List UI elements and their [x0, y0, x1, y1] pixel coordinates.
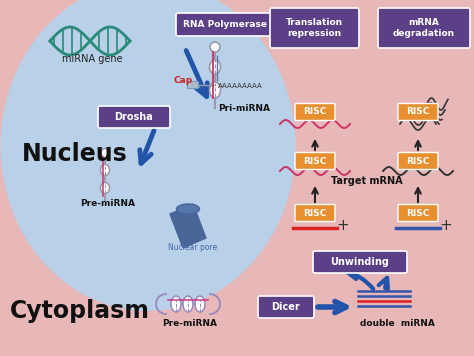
- FancyBboxPatch shape: [188, 82, 199, 89]
- FancyBboxPatch shape: [398, 152, 438, 169]
- Text: RISC: RISC: [303, 209, 327, 218]
- Text: Pre-miRNA: Pre-miRNA: [80, 199, 135, 208]
- Text: Pre-miRNA: Pre-miRNA: [162, 319, 217, 328]
- Text: miRNA gene: miRNA gene: [62, 54, 123, 64]
- Ellipse shape: [176, 204, 200, 214]
- Text: Dicer: Dicer: [272, 302, 301, 312]
- Text: Target mRNA: Target mRNA: [331, 176, 402, 186]
- Ellipse shape: [0, 0, 295, 311]
- Text: Nucleus: Nucleus: [22, 142, 128, 166]
- Ellipse shape: [183, 296, 193, 312]
- Ellipse shape: [195, 296, 205, 312]
- Text: Pri-miRNA: Pri-miRNA: [218, 104, 270, 113]
- FancyBboxPatch shape: [398, 104, 438, 120]
- Text: +: +: [439, 218, 452, 232]
- Ellipse shape: [101, 148, 109, 157]
- Text: RISC: RISC: [406, 108, 430, 116]
- Text: double  miRNA: double miRNA: [360, 319, 435, 328]
- Ellipse shape: [100, 164, 109, 176]
- Text: RISC: RISC: [406, 157, 430, 166]
- Text: Cap: Cap: [174, 76, 193, 85]
- Ellipse shape: [100, 183, 109, 194]
- Text: Cytoplasm: Cytoplasm: [10, 299, 150, 323]
- Text: Unwinding: Unwinding: [330, 257, 390, 267]
- FancyBboxPatch shape: [295, 104, 335, 120]
- Text: RISC: RISC: [303, 157, 327, 166]
- Ellipse shape: [210, 42, 220, 52]
- FancyBboxPatch shape: [176, 13, 275, 36]
- Polygon shape: [170, 204, 206, 248]
- Ellipse shape: [210, 60, 220, 74]
- FancyBboxPatch shape: [258, 296, 314, 318]
- Text: mRNA
degradation: mRNA degradation: [393, 18, 455, 38]
- Text: Nuclear pore: Nuclear pore: [168, 243, 217, 252]
- Text: +: +: [337, 218, 349, 232]
- Text: AAAAAAAAA: AAAAAAAAA: [218, 83, 263, 89]
- FancyBboxPatch shape: [398, 204, 438, 221]
- FancyBboxPatch shape: [270, 8, 359, 48]
- FancyBboxPatch shape: [98, 106, 170, 128]
- FancyBboxPatch shape: [378, 8, 470, 48]
- Text: Drosha: Drosha: [115, 112, 154, 122]
- Ellipse shape: [210, 82, 220, 98]
- Ellipse shape: [171, 296, 181, 312]
- Text: RNA Polymerase: RNA Polymerase: [183, 20, 267, 29]
- Text: RISC: RISC: [406, 209, 430, 218]
- FancyBboxPatch shape: [313, 251, 407, 273]
- FancyBboxPatch shape: [295, 204, 335, 221]
- Text: Translation
repression: Translation repression: [286, 18, 343, 38]
- Text: RISC: RISC: [303, 108, 327, 116]
- FancyBboxPatch shape: [295, 152, 335, 169]
